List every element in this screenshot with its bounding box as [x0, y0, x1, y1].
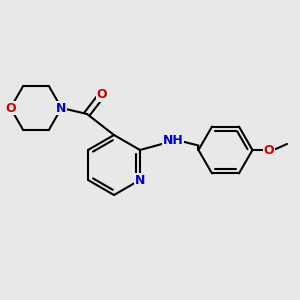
Text: O: O: [5, 101, 16, 115]
Text: N: N: [135, 173, 145, 187]
Text: N: N: [56, 101, 67, 115]
Text: O: O: [97, 88, 107, 101]
Text: NH: NH: [163, 134, 183, 148]
Text: O: O: [264, 143, 274, 157]
